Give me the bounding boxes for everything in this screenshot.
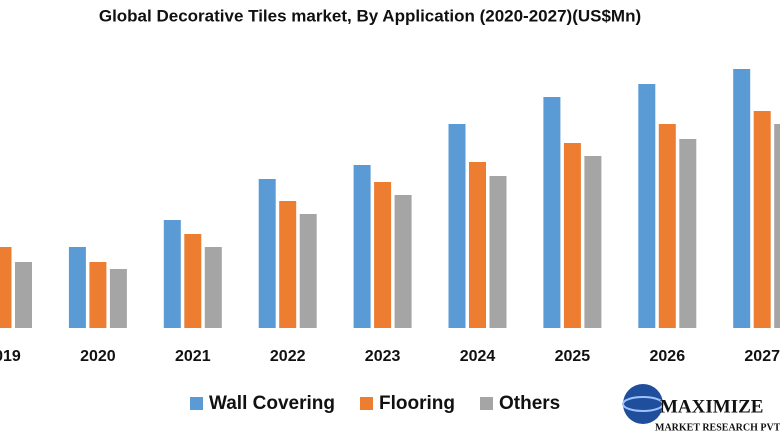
bar bbox=[68, 247, 86, 328]
bar bbox=[489, 176, 507, 328]
bar bbox=[679, 139, 697, 328]
x-tick-label: 2022 bbox=[270, 348, 306, 365]
bar bbox=[0, 247, 12, 328]
legend-label: Flooring bbox=[379, 393, 455, 414]
bar bbox=[163, 220, 181, 328]
chart-title: Global Decorative Tiles market, By Appli… bbox=[99, 6, 641, 25]
bar bbox=[258, 179, 276, 328]
legend-label: Wall Covering bbox=[209, 393, 335, 414]
x-tick-label: 2020 bbox=[80, 348, 116, 365]
bar bbox=[543, 97, 561, 328]
legend-swatch bbox=[480, 397, 493, 410]
bar bbox=[753, 111, 771, 328]
legend-label: Others bbox=[499, 393, 560, 414]
x-tick-label: 2025 bbox=[555, 348, 591, 365]
x-tick-label: 2019 bbox=[0, 348, 21, 365]
logo-globe bbox=[623, 384, 663, 424]
bar bbox=[638, 84, 656, 328]
logo-name: MAXIMIZE bbox=[660, 396, 763, 417]
bar bbox=[563, 143, 581, 328]
bar bbox=[469, 162, 486, 328]
bar bbox=[584, 156, 602, 328]
bar bbox=[279, 201, 297, 328]
logo-ring bbox=[622, 396, 664, 412]
x-tick-label: 2021 bbox=[175, 348, 211, 365]
bar bbox=[448, 124, 466, 328]
x-tick-label: 2024 bbox=[460, 348, 496, 365]
bar bbox=[204, 247, 222, 328]
bar bbox=[89, 262, 107, 328]
bar bbox=[299, 214, 317, 328]
bar bbox=[109, 269, 127, 328]
bar bbox=[184, 234, 202, 328]
bar bbox=[353, 165, 371, 328]
logo-tagline: MARKET RESEARCH PVT. L bbox=[655, 422, 780, 433]
x-tick-label: 2027 bbox=[744, 348, 780, 365]
x-tick-label: 2026 bbox=[650, 348, 686, 365]
bar bbox=[374, 182, 392, 328]
bar bbox=[658, 124, 676, 328]
legend-swatch bbox=[190, 397, 203, 410]
bar bbox=[394, 195, 412, 328]
logo: MAXIMIZE MARKET RESEARCH PVT. L bbox=[622, 384, 780, 433]
bar bbox=[733, 69, 751, 328]
x-tick-label: 2023 bbox=[365, 348, 401, 365]
bar bbox=[15, 262, 32, 328]
legend-swatch bbox=[360, 397, 373, 410]
bar bbox=[774, 124, 780, 328]
